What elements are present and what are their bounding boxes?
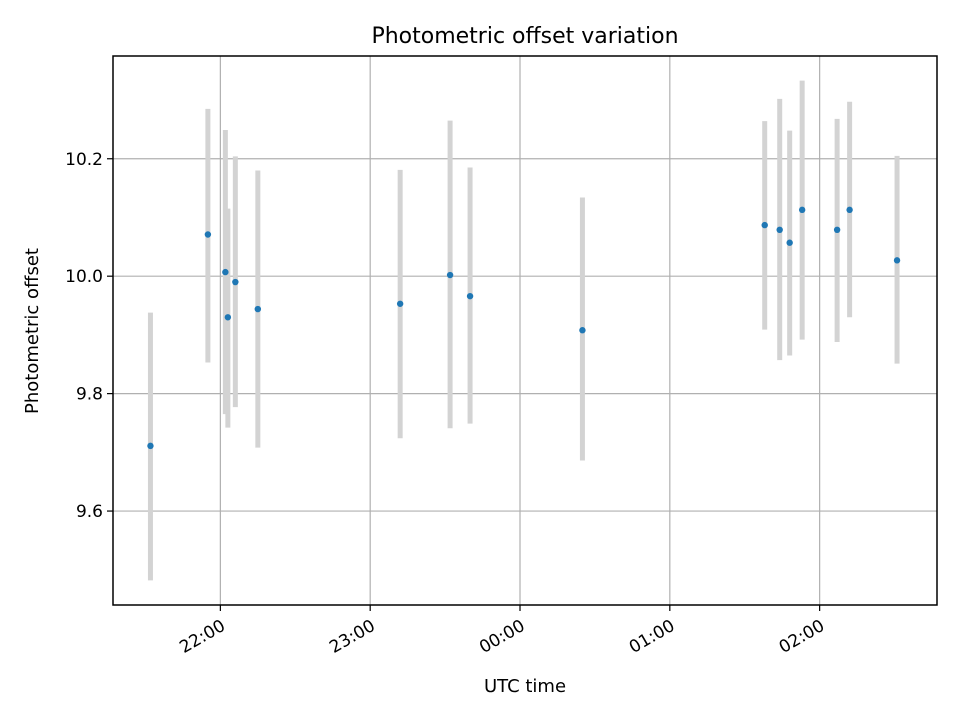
data-point	[224, 314, 232, 321]
data-point	[833, 226, 841, 234]
x-tick-label: 00:00	[476, 616, 528, 658]
data-point	[579, 327, 586, 334]
data-point	[798, 206, 806, 214]
y-tick-label: 10.0	[65, 267, 103, 287]
data-point	[846, 206, 853, 214]
x-tick-label: 23:00	[326, 616, 378, 658]
x-tick-label: 02:00	[776, 616, 828, 658]
y-tick-label: 10.2	[65, 150, 103, 170]
data-point	[786, 239, 793, 246]
y-axis-label: Photometric offset	[22, 248, 43, 414]
data-point	[232, 278, 239, 286]
x-tick-label: 01:00	[626, 616, 678, 658]
data-point	[446, 271, 454, 279]
data-point	[893, 257, 901, 264]
y-tick-label: 9.6	[76, 502, 103, 522]
data-point	[222, 268, 229, 276]
data-point	[204, 231, 212, 238]
error-bars	[147, 80, 900, 581]
x-axis-label: UTC time	[484, 676, 566, 697]
y-tick-label: 9.8	[76, 385, 103, 405]
chart-title: Photometric offset variation	[371, 24, 678, 49]
x-tick-label: 22:00	[176, 616, 228, 658]
data-point	[466, 292, 474, 300]
data-point	[396, 300, 404, 307]
data-point	[761, 221, 768, 229]
data-point	[776, 226, 783, 234]
plot-frame	[112, 55, 938, 606]
data-point	[254, 305, 262, 313]
y-axis-ticks: 9.6 9.8 10.0 10.2	[65, 150, 113, 522]
data-points	[147, 206, 901, 450]
x-axis-ticks: 22:00 23:00 00:00 01:00 02:00	[176, 605, 828, 658]
data-point	[147, 442, 154, 450]
